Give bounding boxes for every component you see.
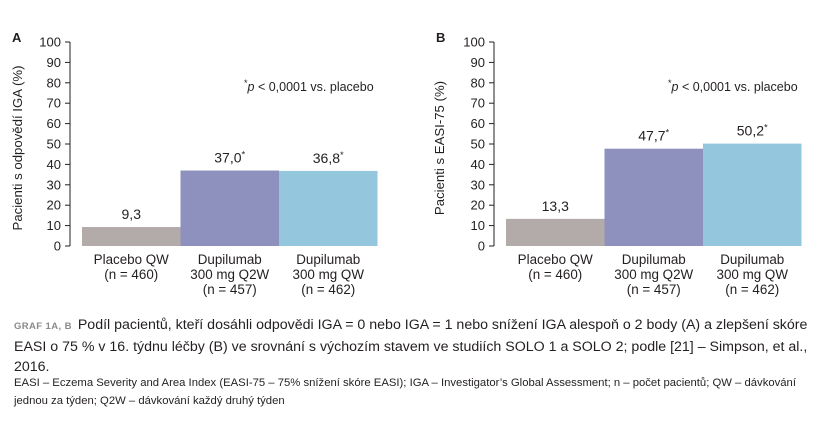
x-category-label: Dupilumab: [198, 252, 262, 267]
bar-value-label: 50,2*: [737, 122, 768, 139]
y-tick-label: 80: [47, 75, 61, 90]
y-tick-label: 20: [471, 198, 485, 213]
y-tick-label: 20: [47, 198, 61, 213]
x-category-label: Dupilumab: [720, 252, 784, 267]
y-tick-label: 70: [471, 96, 485, 111]
x-category-label: (n = 460): [528, 267, 582, 282]
y-tick-label: 10: [471, 218, 485, 233]
bar-value-label: 13,3: [542, 198, 569, 214]
y-tick-label: 70: [47, 96, 61, 111]
x-category-label: (n = 457): [203, 282, 257, 297]
x-category-label: (n = 462): [301, 282, 355, 297]
significance-note: *p < 0,0001 vs. placebo: [668, 78, 798, 94]
y-tick-label: 80: [471, 75, 485, 90]
bar-value-label: 47,7*: [638, 127, 669, 144]
x-category-label: (n = 460): [104, 267, 158, 282]
y-tick-label: 90: [47, 55, 61, 70]
x-category-label: 300 mg QW: [293, 267, 365, 282]
bar-value-label: 36,8*: [313, 149, 344, 166]
bar: [506, 218, 605, 246]
y-tick-label: 50: [47, 137, 61, 152]
x-category-label: 300 mg Q2W: [190, 267, 269, 282]
y-tick-label: 40: [47, 157, 61, 172]
x-category-label: Dupilumab: [296, 252, 360, 267]
y-tick-label: 100: [463, 35, 485, 50]
significance-note: *p < 0,0001 vs. placebo: [244, 78, 374, 94]
x-category-label: 300 mg Q2W: [614, 267, 693, 282]
bar: [279, 170, 378, 246]
y-tick-label: 10: [47, 218, 61, 233]
figure-caption: GRAF 1A, B Podíl pacientů, kteří dosáhli …: [14, 315, 819, 377]
bar: [82, 227, 181, 246]
y-tick-label: 40: [471, 157, 485, 172]
bar-value-label: 37,0*: [214, 149, 245, 166]
y-axis-title: Pacienti s EASI-75 (%): [432, 81, 447, 215]
y-tick-label: 30: [471, 177, 485, 192]
bar-value-label: 9,3: [122, 206, 142, 222]
x-category-label: Placebo QW: [518, 252, 594, 267]
x-category-label: 300 mg QW: [717, 267, 789, 282]
caption-label: GRAF 1A, B: [14, 321, 72, 332]
y-tick-label: 0: [54, 239, 61, 254]
y-tick-label: 60: [471, 116, 485, 131]
x-category-label: Placebo QW: [94, 252, 170, 267]
x-category-label: (n = 462): [725, 282, 779, 297]
abbreviations-footnote: EASI – Eczema Severity and Area Index (E…: [14, 377, 796, 407]
y-tick-label: 0: [478, 239, 485, 254]
y-tick-label: 60: [47, 116, 61, 131]
y-tick-label: 50: [471, 137, 485, 152]
bar: [604, 148, 703, 246]
y-axis-title: Pacienti s odpovědí IGA (%): [10, 66, 25, 231]
panel-label: A: [12, 30, 22, 45]
caption-text: Podíl pacientů, kteří dosáhli odpovědi I…: [14, 317, 808, 375]
bar: [703, 143, 802, 246]
bar: [180, 170, 279, 246]
y-tick-label: 90: [471, 55, 485, 70]
y-tick-label: 30: [47, 177, 61, 192]
x-category-label: Dupilumab: [622, 252, 686, 267]
x-category-label: (n = 457): [627, 282, 681, 297]
panel-label: B: [436, 30, 445, 45]
y-tick-label: 100: [39, 35, 61, 50]
